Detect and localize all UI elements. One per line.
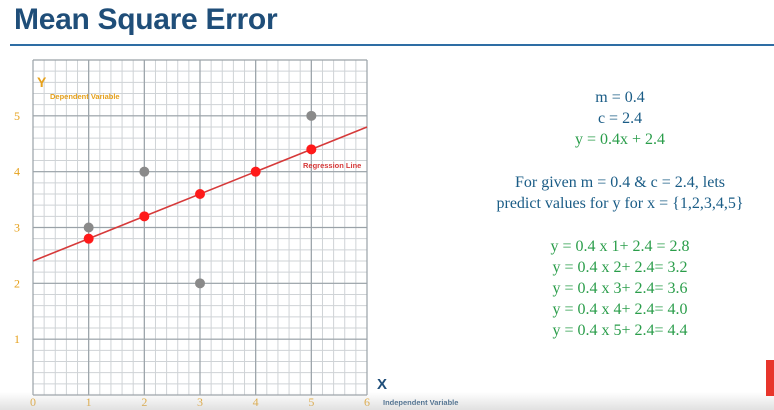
prediction-line: y = 0.4 x 5+ 2.4= 4.4 bbox=[552, 322, 688, 339]
x-tick-label: 6 bbox=[364, 395, 370, 409]
y-tick-label: 4 bbox=[14, 165, 20, 179]
x-tick-label: 5 bbox=[308, 395, 314, 409]
predicted-data-point bbox=[83, 233, 94, 244]
parameters-block: m = 0.4 c = 2.4 y = 0.4x + 2.4 bbox=[450, 87, 774, 150]
regression-line-label: Regression Line bbox=[303, 161, 361, 170]
y-tick-label: 2 bbox=[14, 276, 20, 290]
predictions-block: y = 0.4 x 1+ 2.4 = 2.8 y = 0.4 x 2+ 2.4=… bbox=[450, 236, 774, 341]
slope-value: m = 0.4 bbox=[595, 89, 645, 106]
predicted-data-point bbox=[139, 211, 150, 222]
prediction-line: y = 0.4 x 1+ 2.4 = 2.8 bbox=[550, 238, 690, 255]
x-axis-title: Independent Variable bbox=[383, 398, 458, 407]
video-badge bbox=[766, 360, 774, 396]
x-tick-label: 2 bbox=[141, 395, 147, 409]
description-line-1: For given m = 0.4 & c = 2.4, lets bbox=[514, 174, 726, 191]
x-tick-label: 0 bbox=[30, 395, 36, 409]
predicted-data-point bbox=[306, 144, 317, 155]
title-underline bbox=[10, 44, 774, 46]
predicted-data-point bbox=[195, 189, 205, 199]
actual-data-point bbox=[306, 110, 317, 121]
prediction-line: y = 0.4 x 2+ 2.4= 3.2 bbox=[552, 259, 688, 276]
actual-data-point bbox=[139, 166, 150, 177]
prediction-line: y = 0.4 x 3+ 2.4= 3.6 bbox=[552, 280, 688, 297]
x-tick-label: 4 bbox=[253, 395, 259, 409]
actual-data-point bbox=[195, 278, 205, 289]
y-tick-label: 5 bbox=[14, 109, 20, 123]
y-tick-label: 1 bbox=[14, 332, 20, 346]
description-line-2: predict values for y for x = {1,2,3,4,5} bbox=[496, 195, 744, 212]
prediction-line: y = 0.4 x 4+ 2.4= 4.0 bbox=[552, 301, 688, 318]
x-tick-label: 3 bbox=[197, 395, 203, 409]
y-tick-label: 3 bbox=[14, 221, 20, 235]
predicted-data-point bbox=[250, 166, 261, 177]
line-equation: y = 0.4x + 2.4 bbox=[574, 131, 666, 148]
y-axis-symbol: Y bbox=[37, 74, 47, 90]
actual-data-point bbox=[83, 222, 94, 233]
x-tick-label: 1 bbox=[86, 395, 92, 409]
slide-title: Mean Square Error bbox=[14, 3, 278, 36]
y-axis-title: Dependent Variable bbox=[50, 92, 120, 101]
description-block: For given m = 0.4 & c = 2.4, lets predic… bbox=[450, 172, 774, 214]
intercept-value: c = 2.4 bbox=[597, 110, 643, 127]
x-axis-symbol: X bbox=[377, 376, 387, 393]
